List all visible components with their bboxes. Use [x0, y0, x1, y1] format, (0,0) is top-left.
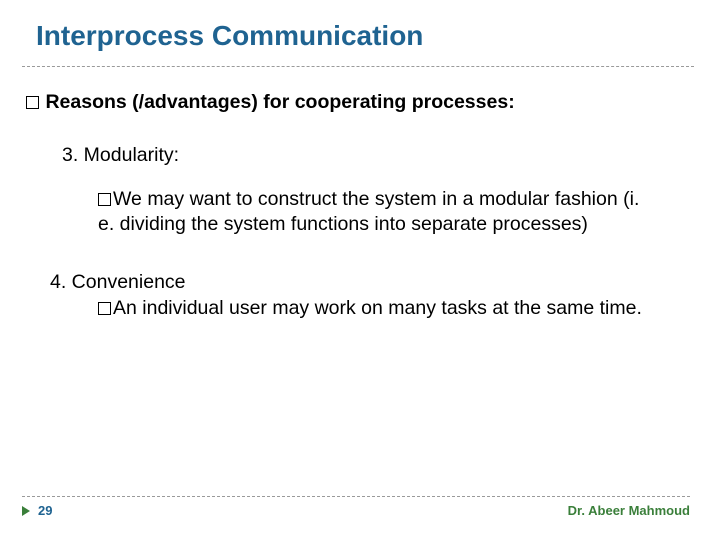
checkbox-icon: [26, 96, 39, 109]
slide-container: Interprocess Communication Reasons (/adv…: [0, 0, 720, 540]
main-bullet-row: Reasons (/advantages) for cooperating pr…: [0, 67, 720, 114]
item4-body-row: An individual user may work on many task…: [0, 294, 720, 321]
footer-left: 29: [22, 503, 52, 518]
page-number: 29: [38, 503, 52, 518]
footer: 29 Dr. Abeer Mahmoud: [22, 496, 690, 518]
checkbox-icon: [98, 193, 111, 206]
checkbox-icon: [98, 302, 111, 315]
slide-title: Interprocess Communication: [0, 0, 720, 66]
item4-body: An individual user may work on many task…: [113, 297, 642, 319]
main-bullet-lead: Reasons: [45, 91, 126, 113]
author-name: Dr. Abeer Mahmoud: [568, 503, 690, 518]
item3-heading: 3. Modularity:: [0, 114, 720, 167]
item3-body-row: We may want to construct the system in a…: [0, 167, 720, 237]
triangle-icon: [22, 506, 30, 516]
item4-heading: 4. Convenience: [0, 237, 720, 294]
item3-body: We may want to construct the system in a…: [98, 188, 639, 235]
footer-row: 29 Dr. Abeer Mahmoud: [22, 503, 690, 518]
footer-divider: [22, 496, 690, 497]
main-bullet-rest: (/advantages) for cooperating processes:: [127, 91, 515, 113]
